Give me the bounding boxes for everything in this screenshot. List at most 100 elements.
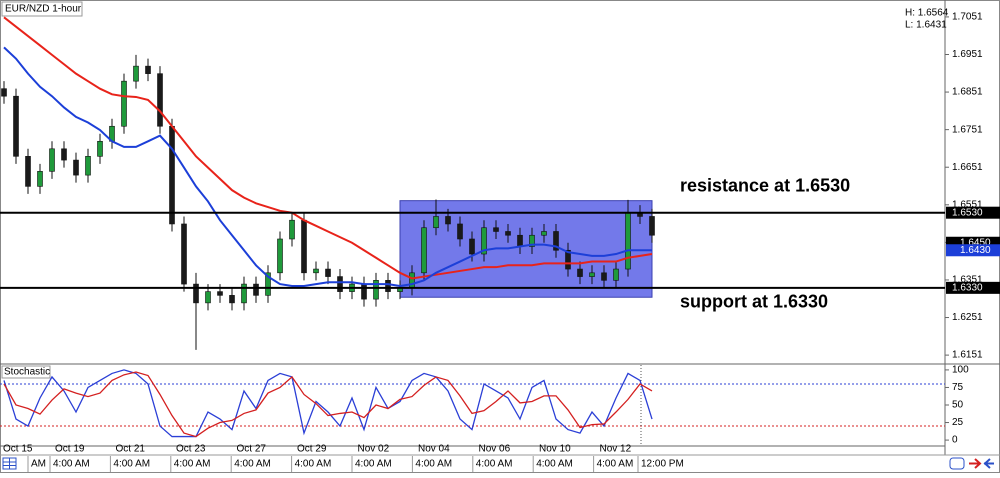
x-time-label: 4:00 AM (355, 459, 392, 470)
y-tick-label: 1.6151 (952, 350, 983, 361)
y-tick-label: 1.6651 (952, 162, 983, 173)
y-tick-label: 1.6851 (952, 87, 983, 98)
candle-body (649, 216, 655, 236)
candle-body (193, 283, 199, 304)
x-time-label: 4:00 AM (53, 459, 90, 470)
candle-body (85, 156, 91, 176)
moving-average (3, 16, 653, 280)
high-label: H: 1.6564 (905, 8, 949, 19)
candle-body (277, 238, 283, 274)
level-tag (946, 206, 1000, 219)
candle-body (1, 88, 7, 97)
candle-body (469, 238, 475, 255)
candle-body (73, 159, 79, 176)
x-time-label: 4:00 AM (536, 459, 573, 470)
x-date-label: Oct 19 (55, 444, 85, 455)
x-time-label: AM (31, 459, 46, 470)
y-tick-label: 1.6251 (952, 312, 983, 323)
x-date-label: Nov 02 (358, 444, 390, 455)
candle-body (133, 65, 139, 82)
candle-body (517, 234, 523, 247)
y-tick-label: 0 (952, 435, 958, 446)
title-box (1, 1, 83, 17)
indicator-title-box (1, 365, 51, 379)
candle-body (205, 291, 211, 304)
candle-body (181, 223, 187, 285)
candle-body (25, 156, 31, 187)
candle-body (217, 291, 223, 296)
candle-body (241, 283, 247, 304)
candle-body (325, 268, 331, 277)
x-date-label: Oct 23 (176, 444, 206, 455)
x-date-label: Oct 21 (116, 444, 146, 455)
y-tick-label: 100 (952, 365, 969, 376)
candle-body (601, 272, 607, 281)
stochastic-line (3, 371, 653, 438)
y-tick-label: 1.6551 (952, 199, 983, 210)
moving-average (3, 46, 652, 287)
x-time-label: 4:00 AM (234, 459, 271, 470)
candle-body (229, 295, 235, 304)
candle-body (445, 216, 451, 225)
candle-body (361, 283, 367, 300)
candle-body (37, 171, 43, 187)
level-tag-label: 1.6530 (952, 207, 983, 218)
candle-body (289, 219, 295, 240)
candle-body (613, 268, 619, 281)
y-tick-label: 50 (952, 400, 964, 411)
candle-body (589, 272, 595, 277)
candle-body (541, 231, 547, 236)
candle-body (157, 73, 163, 127)
candle-body (61, 148, 67, 161)
x-time-label: 4:00 AM (415, 459, 452, 470)
x-date-label: Oct 27 (237, 444, 267, 455)
candle-body (385, 280, 391, 292)
level-tag (946, 281, 1000, 294)
price-tag-label: 1.6430 (960, 245, 991, 256)
chart-title: EUR/NZD 1-hour (5, 4, 82, 15)
x-time-label: 4:00 AM (113, 459, 150, 470)
y-tick-label: 1.6351 (952, 275, 983, 286)
y-tick-label: 25 (952, 417, 964, 428)
x-time-label: 4:00 AM (295, 459, 332, 470)
x-date-label: Nov 10 (539, 444, 571, 455)
x-time-label: 4:00 AM (174, 459, 211, 470)
candle-body (253, 283, 259, 296)
candle-body (529, 234, 535, 247)
level-annotation: support at 1.6330 (680, 292, 828, 312)
background-layer (399, 200, 653, 298)
level-annotation: resistance at 1.6530 (680, 175, 850, 195)
x-date-label: Oct 15 (3, 444, 33, 455)
candle-body (169, 125, 175, 225)
grid-icon (2, 457, 17, 470)
candle-body (313, 268, 319, 274)
candle-body (121, 80, 127, 127)
y-tick-label: 75 (952, 382, 964, 393)
candle-body (481, 227, 487, 255)
x-time-label: 12:00 PM (641, 459, 684, 470)
x-date-label: Nov 04 (418, 444, 450, 455)
y-tick-label: 1.6951 (952, 49, 983, 60)
x-time-label: 4:00 AM (597, 459, 634, 470)
y-tick-label: 1.7051 (952, 12, 983, 23)
price-tag-label: 1.6450 (960, 237, 991, 248)
x-date-label: Nov 06 (479, 444, 511, 455)
x-date-label: Nov 12 (600, 444, 632, 455)
price-tag (946, 244, 1000, 257)
candle-body (493, 227, 499, 232)
stochastic-line (3, 369, 653, 438)
candle-body (421, 227, 427, 274)
candle-body (301, 219, 307, 274)
level-tag-label: 1.6330 (952, 282, 983, 293)
candle-body (457, 223, 463, 240)
candle-body (505, 231, 511, 236)
candle-body (13, 95, 19, 157)
candle-body (373, 280, 379, 300)
candle-body (145, 65, 151, 74)
candle-body (49, 148, 55, 172)
candle-body (409, 272, 415, 289)
candle-body (433, 216, 439, 229)
nav-icons[interactable] (949, 457, 994, 470)
y-tick-label: 1.6751 (952, 124, 983, 135)
